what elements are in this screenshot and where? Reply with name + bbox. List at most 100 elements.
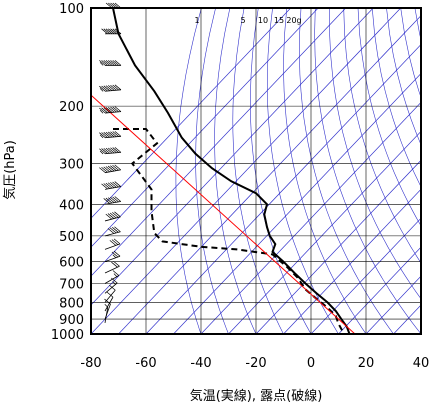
x-axis-title: 気温(実線), 露点(破線) [190,388,323,404]
grid-lines [90,7,422,335]
wind-barb-flag [113,260,120,267]
wind-barb-flag [101,183,108,190]
x-tick-labels: -80 -60 -40 -20 0 20 40 [80,356,429,371]
plot-frame [90,7,422,335]
wind-barb-flag [111,239,119,245]
wind-barb-flag [110,84,117,91]
y-tick-label: 300 [59,158,84,173]
wind-barb-staff [104,282,118,294]
wind-barb-flag [99,60,106,66]
mixing-ratio-label: 1 [194,16,199,25]
wind-barb-flag [105,107,113,113]
wind-barb-flag [105,60,113,66]
wind-barb-flag [101,60,108,66]
wind-barb-half-flag [112,254,117,258]
wind-barb-flag [110,197,117,203]
wind-barb-half-flag [99,150,104,155]
wind-barb-flag [111,251,119,258]
dry-adiabat-line [266,8,339,334]
wind-barb-half-flag [99,134,104,139]
wind-barb-flag [110,60,117,66]
y-tick-label: 400 [59,198,84,213]
wind-barb-flag [105,85,113,91]
wind-barb-half-flag [113,273,118,277]
isotherm-line [91,8,346,277]
wind-barb-flag [101,107,108,114]
wind-barb-flag [107,213,115,219]
wind-barb-flag [112,106,119,113]
x-tick-label: -40 [190,356,211,371]
wind-barb-flag [105,131,113,138]
x-tick-label: 40 [413,356,430,371]
isotherm-line [338,246,421,334]
wind-barb-flag [113,250,121,257]
wind-barb-flag [107,228,115,234]
isotherm-line [91,8,319,248]
wind-barb-flag [109,284,116,291]
wind-barb-flag [103,148,111,154]
mixing-ratio-label: 15 [274,16,284,25]
wind-barb-flag [112,181,119,188]
series-lines [91,8,356,334]
wind-barb-flag [103,85,111,92]
wind-barb-staff [104,255,121,263]
wind-barb-flag [110,182,117,188]
wind-barb-flag [114,28,122,35]
wind-barb-flag [108,28,115,35]
dry-adiabat-line [357,8,421,227]
wind-barb-staff [104,265,120,274]
dry-adiabat-line [299,8,394,334]
wind-barb-staff [104,307,109,324]
isotherm-line [255,159,421,334]
wind-barb-flag [114,181,121,187]
dry-adiabat-line [329,8,421,300]
dry-adiabat-line [175,8,202,334]
wind-barb-flag [104,298,111,305]
y-axis-title: 気圧(hPa) [2,140,18,200]
wind-barb-flag [99,148,106,155]
wind-barb-flag [105,166,113,172]
isotherm-line [91,8,291,219]
isotherm-line [310,217,421,334]
wind-barb-flag [99,107,106,114]
wind-barb-flag [99,85,106,92]
mixing-ratio-label: 5 [240,16,245,25]
mixing-ratio-label: 20g [286,16,301,25]
wind-barb-flag [99,167,106,173]
dry-adiabat-line [414,8,421,41]
dry-adiabat-line [386,8,421,146]
wind-barb-flag [114,164,121,171]
isotherm-line [420,333,421,334]
wind-barb-flag [108,106,115,113]
wind-barb-flag [105,182,113,189]
wind-barb-flag [103,132,111,138]
wind-barb-flag [114,196,121,202]
wind-barb-flag [114,106,122,112]
wind-barb-flag [103,198,110,204]
wind-barb-flag [101,166,108,173]
mixing-ratio-label: 10 [258,16,268,25]
wind-barb-flag [110,165,117,171]
wind-barb-flag [105,213,113,220]
wind-barb-flag [101,132,108,138]
x-tick-label: 0 [307,356,315,371]
wind-barb-flag [114,147,122,153]
x-tick-label: -80 [80,356,101,371]
wind-barb-flag [112,196,119,203]
wind-barb-flag [112,165,119,171]
wind-barb-flag [112,131,119,137]
wind-barb-flag [101,28,108,35]
wind-barb-flag [103,60,111,66]
y-tick-label: 900 [59,313,84,328]
wind-barb-flag [108,85,115,91]
isotherm-line [228,130,421,334]
wind-barb-flag [112,84,119,91]
wind-barb-flag [108,147,115,154]
isotherm-line [283,188,421,334]
wind-barb-flag [110,106,117,113]
wind-barb-staff [104,275,120,284]
wind-barb-staff [104,289,116,303]
wind-barb-flag [110,147,117,154]
y-tick-label: 200 [59,100,84,115]
